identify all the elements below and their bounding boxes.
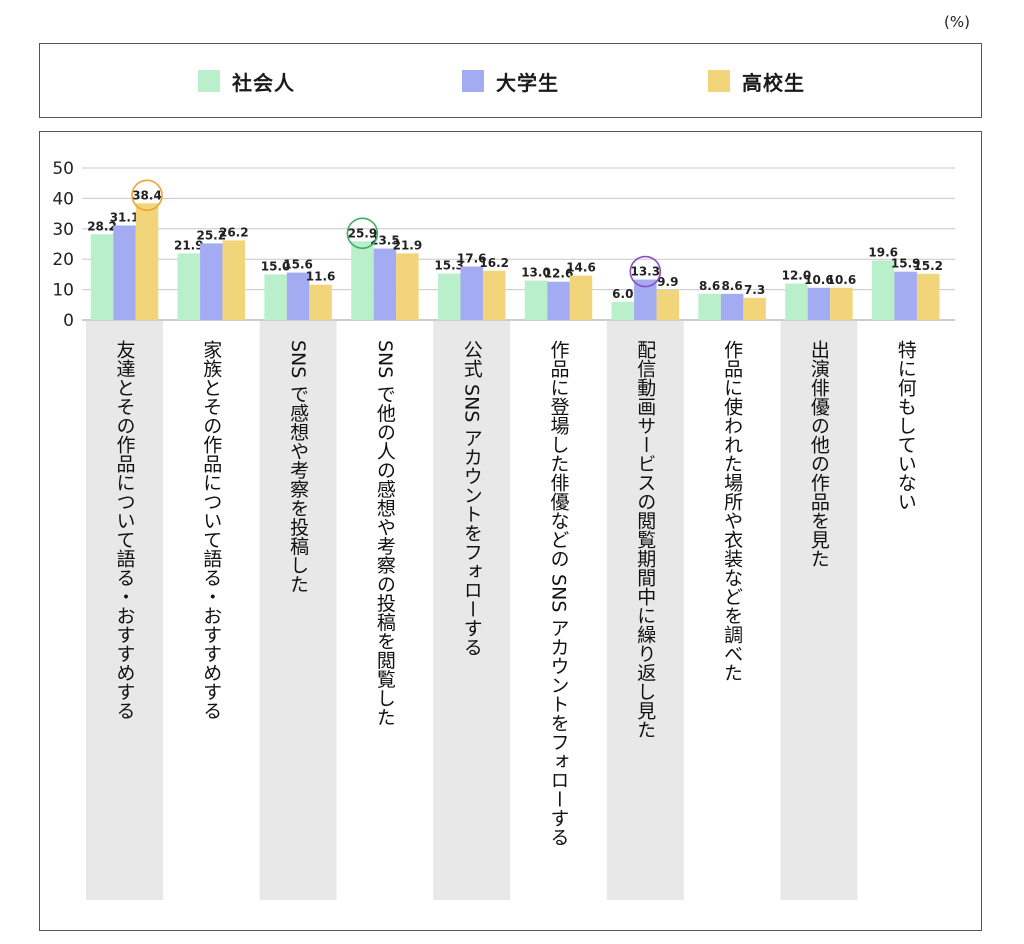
category-label: 作品に登場した俳優などの SNS アカウントをフォローする [548,340,570,847]
bar [460,266,483,320]
category-label: 特に何もしていない [895,340,917,511]
value-label: 6.0 [612,287,633,301]
category-label: SNS で感想や考察を投稿した [287,340,309,593]
legend-swatch-high [708,70,730,92]
category-band [433,321,511,900]
legend: 社会人 大学生 高校生 [39,43,982,118]
y-tick-label: 30 [52,220,74,240]
bar [135,203,159,320]
value-label: 15.0 [261,259,291,273]
bar [807,287,831,320]
value-label: 14.6 [566,261,596,275]
legend-label-high: 高校生 [742,70,805,95]
category-band [606,321,684,900]
value-label: 12.0 [782,269,812,283]
bar [894,271,917,320]
category-band [780,321,858,900]
value-label: 15.9 [891,257,921,271]
bar [656,289,680,320]
value-label: 9.9 [657,275,678,289]
value-label: 15.2 [913,259,943,273]
highlight-circle [346,217,379,250]
bar [871,260,895,320]
category-label: 友達とその作品について語る・おすすめする [114,340,136,720]
value-label: 13.0 [521,265,551,279]
y-tick-label: 20 [52,250,74,270]
bar [113,225,136,320]
legend-label-social: 社会人 [232,70,295,95]
category-label: 出演俳優の他の作品を見た [808,340,830,568]
bar [90,234,114,320]
bar [264,274,287,320]
bar [200,243,223,320]
value-label: 11.6 [306,270,336,284]
legend-item-univ: 大学生 [462,69,559,95]
category-label: 作品に使われた場所や衣装などを調べた [721,340,743,682]
value-label: 15.3 [434,258,464,272]
value-label: 21.9 [393,238,423,252]
bar [743,297,766,320]
bar [351,241,374,320]
category-label: 公式 SNS アカウントをフォローする [461,340,483,656]
legend-swatch-univ [462,70,484,92]
y-tick-label: 50 [52,159,74,179]
value-label: 17.6 [457,251,487,265]
value-label: 38.4 [132,188,162,202]
bar [177,253,201,320]
value-label: 25.9 [348,226,378,240]
unit-label: (%) [944,13,970,31]
bar [569,275,593,320]
value-label: 10.6 [827,273,857,287]
bar [222,240,246,320]
y-tick-label: 0 [63,311,74,331]
bar [396,253,419,320]
chart-frame [39,131,982,931]
value-label: 13.3 [630,265,660,279]
value-label: 28.2 [87,219,117,233]
bar [785,283,808,320]
legend-item-high: 高校生 [708,69,805,95]
y-tick-label: 10 [52,281,74,301]
value-label: 15.6 [283,258,313,272]
value-label: 7.3 [744,283,765,297]
highlight-circle [131,179,163,212]
value-label: 31.1 [110,210,140,224]
category-band [86,321,163,900]
bar [916,273,940,320]
bar [524,280,548,320]
category-label: 家族とその作品について語る・おすすめする [200,340,222,720]
value-label: 25.2 [196,228,226,242]
bar [720,293,744,320]
bar [634,279,657,320]
value-label: 12.6 [544,267,574,281]
bar [286,272,310,320]
value-label: 19.6 [868,245,898,259]
bar [547,281,570,320]
legend-item-social: 社会人 [198,69,295,95]
highlight-circle [629,255,662,288]
y-tick-label: 40 [52,189,74,209]
value-label: 21.9 [174,238,204,252]
value-label: 8.6 [699,279,720,293]
category-label: SNS で他の人の感想や考察の投稿を閲覧した [374,340,396,726]
bar [482,270,506,320]
value-label: 26.2 [219,225,249,239]
value-label: 10.6 [804,273,834,287]
category-band [259,321,337,900]
legend-swatch-social [198,70,220,92]
legend-label-univ: 大学生 [496,70,559,95]
bar [830,287,853,320]
value-label: 16.2 [479,256,509,270]
bar [698,293,721,320]
value-label: 8.6 [721,279,742,293]
bar [611,301,635,320]
bar [373,248,397,320]
category-label: 配信動画サービスの閲覧期間中に繰り返し見た [634,340,656,739]
bar [309,284,332,320]
bar [437,273,461,320]
